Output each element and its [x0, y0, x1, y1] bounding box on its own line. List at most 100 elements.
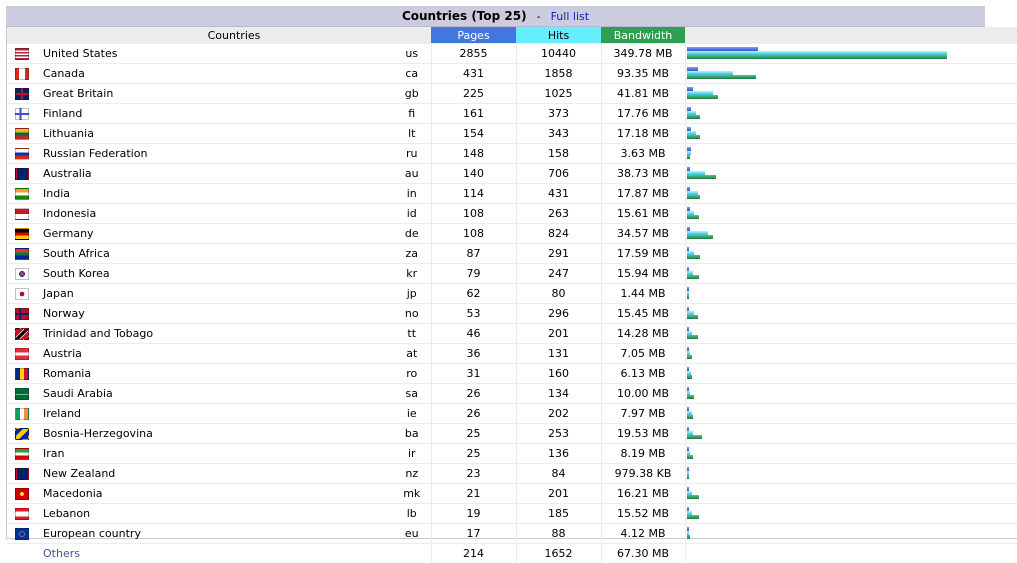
bandwidth-bar: [687, 255, 700, 259]
flag-cell: [7, 304, 37, 324]
pages-value: 225: [431, 84, 516, 104]
country-code: de: [393, 224, 431, 244]
bandwidth-bar: [687, 435, 702, 439]
header-countries: Countries: [37, 27, 431, 44]
bandwidth-bar: [687, 95, 718, 99]
pages-value: 53: [431, 304, 516, 324]
hits-value: 80: [516, 284, 601, 304]
title-separator: -: [537, 10, 541, 23]
country-name: Lithuania: [37, 124, 393, 144]
others-label-cell: Others: [37, 544, 393, 563]
ca-flag-icon: [15, 68, 29, 80]
bar-graph-cell: [685, 304, 1017, 324]
country-code: nz: [393, 464, 431, 484]
country-name: South Korea: [37, 264, 393, 284]
bar-graph-cell: [685, 244, 1017, 264]
hits-value: 253: [516, 424, 601, 444]
hits-value: 296: [516, 304, 601, 324]
lt-flag-icon: [15, 128, 29, 140]
at-flag-icon: [15, 348, 29, 360]
mk-flag-icon: [15, 488, 29, 500]
country-name: Bosnia-Herzegovina: [37, 424, 393, 444]
pages-value: 154: [431, 124, 516, 144]
country-name: Macedonia: [37, 484, 393, 504]
pages-value: 87: [431, 244, 516, 264]
countries-table: Countries Pages Hits Bandwidth United St…: [7, 27, 1017, 563]
bar-graph-cell: [685, 484, 1017, 504]
bandwidth-value: 93.35 MB: [601, 64, 685, 84]
pages-value: 17: [431, 524, 516, 544]
bandwidth-value: 16.21 MB: [601, 484, 685, 504]
bandwidth-value: 15.52 MB: [601, 504, 685, 524]
bandwidth-value: 10.00 MB: [601, 384, 685, 404]
flag-cell: [7, 364, 37, 384]
bandwidth-bar: [687, 475, 689, 479]
ro-flag-icon: [15, 368, 29, 380]
country-code: au: [393, 164, 431, 184]
bar-graph-cell: [685, 424, 1017, 444]
hits-value: 1025: [516, 84, 601, 104]
bar-graph-cell: [685, 64, 1017, 84]
hits-value: 136: [516, 444, 601, 464]
country-code: ie: [393, 404, 431, 424]
bar-graph-cell: [685, 164, 1017, 184]
pages-value: 31: [431, 364, 516, 384]
bandwidth-value: 17.87 MB: [601, 184, 685, 204]
country-name: India: [37, 184, 393, 204]
bandwidth-bar: [687, 175, 716, 179]
country-code: lb: [393, 504, 431, 524]
bar-graph-cell: [685, 224, 1017, 244]
bandwidth-value: 7.05 MB: [601, 344, 685, 364]
country-code: no: [393, 304, 431, 324]
bandwidth-value: 34.57 MB: [601, 224, 685, 244]
full-list-link[interactable]: Full list: [551, 10, 589, 23]
pages-value: 26: [431, 384, 516, 404]
bandwidth-bar: [687, 515, 699, 519]
pages-value: 62: [431, 284, 516, 304]
hits-value: 158: [516, 144, 601, 164]
pages-value: 2855: [431, 44, 516, 64]
flag-cell: [7, 324, 37, 344]
ba-flag-icon: [15, 428, 29, 440]
bandwidth-value: 15.94 MB: [601, 264, 685, 284]
table-header-row: Countries Pages Hits Bandwidth: [7, 27, 1017, 44]
sa-flag-icon: [15, 388, 29, 400]
country-name: Saudi Arabia: [37, 384, 393, 404]
flag-cell: [7, 64, 37, 84]
country-name: Ireland: [37, 404, 393, 424]
country-name: Indonesia: [37, 204, 393, 224]
country-name: Canada: [37, 64, 393, 84]
country-name: Germany: [37, 224, 393, 244]
flag-cell: [7, 104, 37, 124]
country-name: Romania: [37, 364, 393, 384]
bandwidth-bar: [687, 455, 693, 459]
bandwidth-bar: [687, 315, 698, 319]
country-name: Austria: [37, 344, 393, 364]
flag-cell: [7, 284, 37, 304]
country-name: New Zealand: [37, 464, 393, 484]
bandwidth-value: 1.44 MB: [601, 284, 685, 304]
bandwidth-bar: [687, 375, 692, 379]
jp-flag-icon: [15, 288, 29, 300]
lb-flag-icon: [15, 508, 29, 520]
pages-value: 25: [431, 424, 516, 444]
pages-value: 21: [431, 484, 516, 504]
pages-value: 148: [431, 144, 516, 164]
de-flag-icon: [15, 228, 29, 240]
bandwidth-bar: [687, 395, 694, 399]
hits-value: 84: [516, 464, 601, 484]
header-bandwidth: Bandwidth: [601, 27, 685, 44]
countries-table-container: Countries Pages Hits Bandwidth United St…: [6, 27, 1017, 539]
bandwidth-bar: [687, 215, 699, 219]
header-hits: Hits: [516, 27, 601, 44]
flag-cell: [7, 124, 37, 144]
eu-flag-icon: [15, 528, 29, 540]
bandwidth-bar: [687, 415, 693, 419]
country-code: gb: [393, 84, 431, 104]
